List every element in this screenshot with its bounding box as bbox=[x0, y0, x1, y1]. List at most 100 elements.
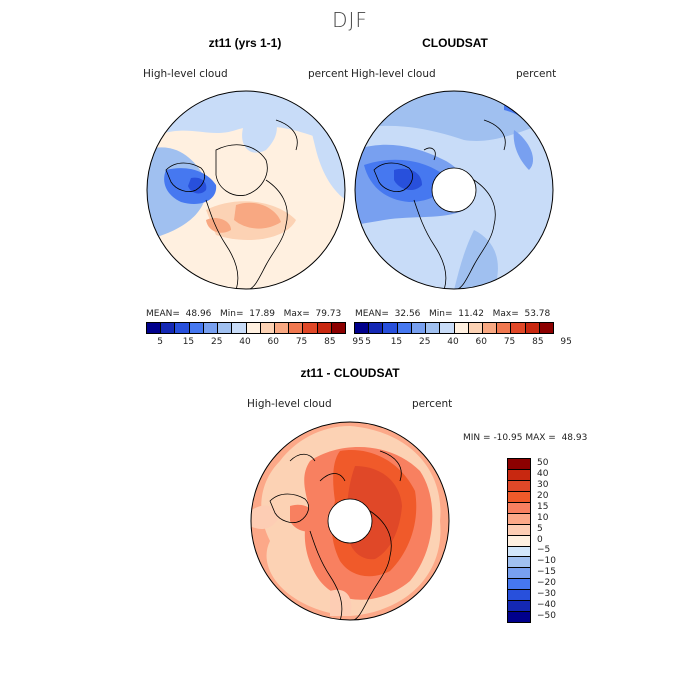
colorbar-tick-label: 95 bbox=[560, 337, 572, 347]
colorbar-swatch bbox=[508, 480, 530, 492]
colorbar-tick-label: 5 bbox=[157, 337, 164, 347]
panel-obs-colorbar-ticks: 5 15 25 40 60 75 85 95 bbox=[354, 337, 572, 349]
colorbar-swatch bbox=[397, 323, 412, 333]
panel-model-units-label: percent bbox=[308, 68, 349, 80]
panel-model-title: zt11 (yrs 1-1) bbox=[208, 36, 282, 50]
colorbar-swatch bbox=[147, 323, 162, 333]
panel-obs-variable-label: High-level cloud bbox=[351, 68, 436, 80]
coastline bbox=[245, 179, 288, 289]
colorbar-swatch bbox=[508, 579, 530, 591]
coastline bbox=[165, 162, 206, 192]
colorbar-swatch bbox=[303, 323, 318, 333]
colorbar-tick-label: 25 bbox=[210, 337, 223, 347]
colorbar-tick-label: 15 bbox=[390, 337, 403, 347]
polar-gap bbox=[432, 168, 476, 212]
colorbar-tick-label: −10 bbox=[537, 556, 556, 567]
colorbar-swatch bbox=[539, 323, 554, 333]
colorbar-tick-label: 40 bbox=[447, 337, 459, 347]
coastline bbox=[413, 199, 447, 289]
colorbar-tick-label: 0 bbox=[537, 534, 543, 545]
map-fill-region bbox=[206, 218, 231, 233]
coastline bbox=[275, 119, 298, 151]
colorbar-swatch bbox=[411, 323, 427, 333]
colorbar-swatch bbox=[317, 323, 332, 333]
coastline bbox=[289, 453, 316, 462]
coastline bbox=[205, 199, 239, 289]
colorbar-tick-label: 30 bbox=[537, 480, 549, 491]
colorbar-tick-label: 15 bbox=[182, 337, 195, 347]
panel-diff-stats: MIN = -10.95 MAX = 48.93 bbox=[463, 433, 588, 443]
colorbar-swatch bbox=[218, 323, 233, 333]
colorbar-swatch bbox=[508, 491, 530, 503]
colorbar-swatch bbox=[468, 323, 483, 333]
colorbar-swatch bbox=[482, 323, 498, 333]
map-fill-region bbox=[234, 202, 281, 229]
panel-diff-units-label: percent bbox=[412, 398, 453, 410]
map-fill-region bbox=[188, 177, 207, 194]
colorbar-tick-label: 10 bbox=[537, 512, 549, 523]
panel-obs-stats: MEAN= 32.56 Min= 11.42 Max= 53.78 bbox=[355, 309, 551, 319]
colorbar-tick-label: 60 bbox=[267, 337, 280, 347]
coastline bbox=[309, 530, 343, 620]
colorbar-swatch bbox=[232, 323, 247, 333]
colorbar-tick-label: 95 bbox=[352, 337, 364, 347]
map-fill-region bbox=[251, 505, 280, 529]
colorbar-swatch bbox=[355, 323, 370, 333]
panel-diff-colorbar-ticks: 50 40 30 20 15 10 5 0 −5 −10 −15 −20 −30 −40 −50 bbox=[537, 458, 567, 621]
panel-obs-polar-map bbox=[354, 90, 554, 290]
panel-obs-colorbar bbox=[354, 322, 554, 334]
colorbar-swatch bbox=[161, 323, 176, 333]
colorbar-swatch bbox=[508, 546, 530, 558]
colorbar-tick-label: 15 bbox=[537, 501, 549, 512]
colorbar-tick-label: −50 bbox=[537, 610, 556, 621]
panel-diff-colorbar bbox=[507, 458, 531, 623]
colorbar-swatch bbox=[383, 323, 398, 333]
colorbar-swatch bbox=[508, 535, 530, 547]
colorbar-swatch bbox=[331, 323, 346, 333]
colorbar-tick-label: −30 bbox=[537, 588, 556, 599]
colorbar-tick-label: 50 bbox=[537, 458, 549, 469]
coastline bbox=[423, 147, 436, 161]
coastline bbox=[483, 119, 506, 151]
colorbar-tick-label: 85 bbox=[532, 337, 544, 347]
colorbar-tick-label: 5 bbox=[365, 337, 372, 347]
colorbar-swatch bbox=[175, 323, 190, 333]
colorbar-swatch bbox=[511, 323, 526, 333]
panel-model-variable-label: High-level cloud bbox=[143, 68, 228, 80]
map-fill-region bbox=[242, 100, 277, 153]
colorbar-swatch bbox=[260, 323, 275, 333]
colorbar-tick-label: 60 bbox=[475, 337, 488, 347]
coastline bbox=[215, 144, 268, 196]
colorbar-swatch bbox=[508, 590, 530, 602]
colorbar-swatch bbox=[369, 323, 384, 333]
colorbar-swatch bbox=[454, 323, 469, 333]
panel-diff-polar-map bbox=[250, 421, 450, 621]
colorbar-swatch bbox=[508, 513, 530, 525]
colorbar-swatch bbox=[508, 524, 530, 536]
colorbar-swatch bbox=[189, 323, 204, 333]
coastline bbox=[269, 493, 310, 523]
map-fill-region bbox=[394, 168, 422, 191]
colorbar-swatch bbox=[203, 323, 219, 333]
season-title: DJF bbox=[332, 8, 368, 32]
panel-diff-title: zt11 - CLOUDSAT bbox=[300, 366, 400, 380]
colorbar-swatch bbox=[426, 323, 441, 333]
map-fill-region bbox=[454, 230, 498, 289]
coastline bbox=[453, 179, 496, 289]
colorbar-swatch bbox=[497, 323, 512, 333]
map-fill-region bbox=[330, 589, 352, 616]
colorbar-tick-label: 85 bbox=[324, 337, 336, 347]
panel-model-polar-map bbox=[146, 90, 346, 290]
colorbar-swatch bbox=[508, 568, 530, 580]
colorbar-tick-label: 5 bbox=[537, 523, 543, 534]
panel-model-stats: MEAN= 48.96 Min= 17.89 Max= 79.73 bbox=[146, 309, 342, 319]
colorbar-tick-label: −5 bbox=[537, 545, 551, 556]
coastline bbox=[349, 510, 392, 620]
map-fill-region bbox=[513, 130, 534, 170]
colorbar-tick-label: 40 bbox=[239, 337, 251, 347]
colorbar-swatch bbox=[440, 323, 455, 333]
panel-model-colorbar bbox=[146, 322, 346, 334]
coastline bbox=[319, 473, 346, 482]
colorbar-swatch bbox=[508, 502, 530, 514]
panel-obs-units-label: percent bbox=[516, 68, 557, 80]
